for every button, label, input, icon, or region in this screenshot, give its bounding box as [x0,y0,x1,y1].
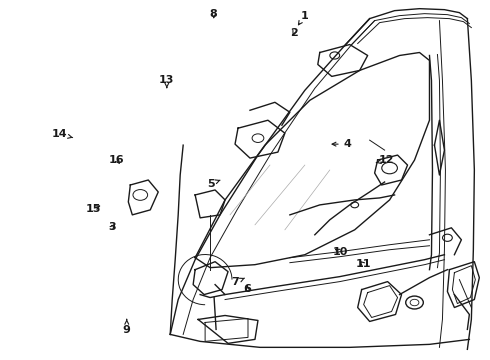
Text: 2: 2 [290,28,298,38]
Text: 5: 5 [207,179,220,189]
Text: 8: 8 [210,9,218,19]
Text: 16: 16 [109,155,125,165]
Text: 12: 12 [376,155,394,165]
Text: 1: 1 [298,11,309,25]
Text: 6: 6 [244,284,251,294]
Text: 7: 7 [231,277,245,287]
Text: 14: 14 [51,129,73,139]
Text: 3: 3 [108,222,116,232]
Text: 10: 10 [333,247,348,257]
Text: 9: 9 [123,319,131,335]
Text: 13: 13 [159,75,174,87]
Text: 15: 15 [86,204,101,214]
Text: 11: 11 [355,259,371,269]
Text: 4: 4 [332,139,351,149]
